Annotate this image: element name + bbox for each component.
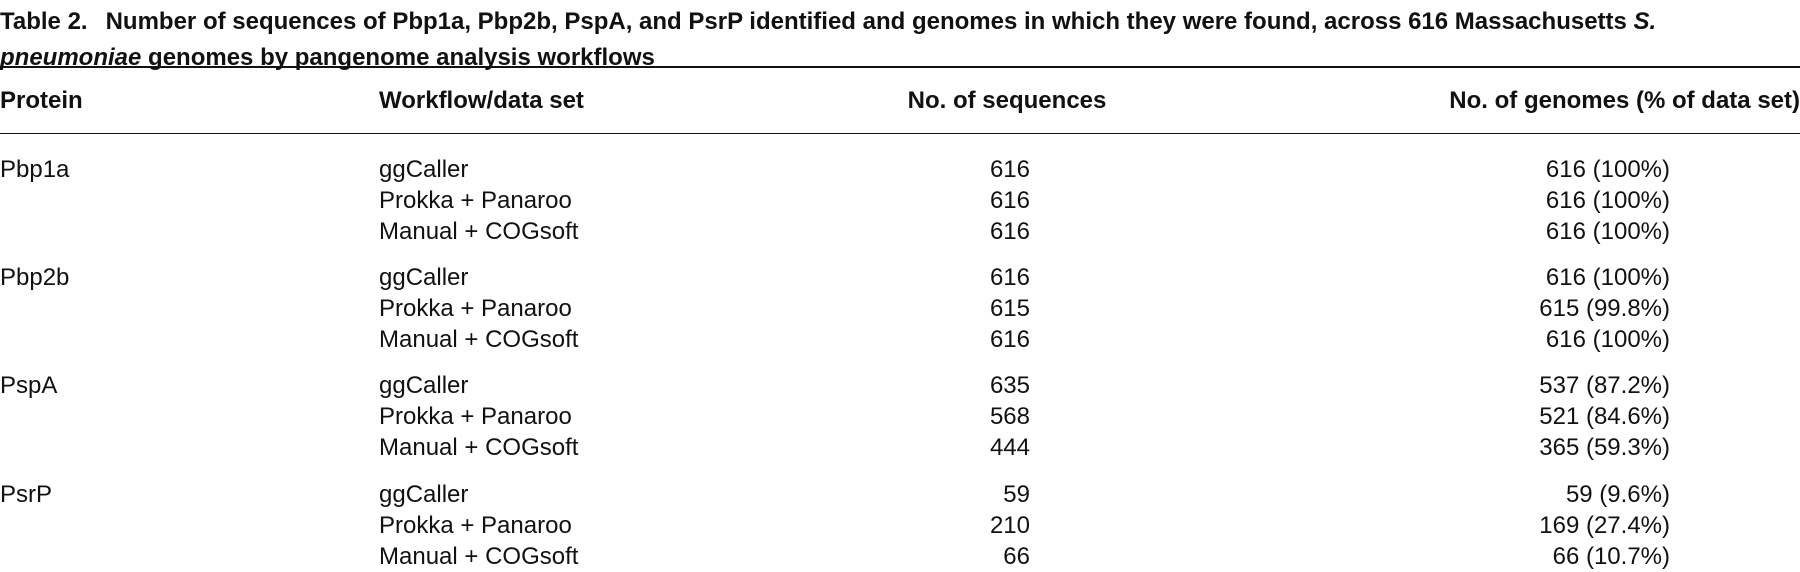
sequence-count: 568 <box>989 403 1030 430</box>
genome-count: 616 (100%) <box>1545 218 1670 245</box>
genome-count: 365 (59.3%) <box>1539 434 1670 461</box>
caption-text: Number of sequences of Pbp1a, Pbp2b, Psp… <box>105 8 1627 35</box>
header-rule <box>0 133 1800 134</box>
sequence-count: 616 <box>989 264 1030 291</box>
column-header: Protein <box>0 87 83 114</box>
caption-label: Table 2. <box>0 8 88 35</box>
workflow-name: Prokka + Panaroo <box>379 187 572 214</box>
genome-count: 615 (99.8%) <box>1539 295 1670 322</box>
column-header: Workflow/data set <box>379 87 584 114</box>
protein-name: Pbp1a <box>0 156 70 183</box>
genome-count: 616 (100%) <box>1545 326 1670 353</box>
column-header: No. of genomes (% of data set) <box>1449 87 1800 114</box>
sequence-count: 616 <box>989 156 1030 183</box>
workflow-name: ggCaller <box>379 372 469 399</box>
protein-name: Pbp2b <box>0 264 70 291</box>
workflow-name: ggCaller <box>379 264 469 291</box>
workflow-name: Prokka + Panaroo <box>379 512 572 539</box>
genome-count: 616 (100%) <box>1545 156 1670 183</box>
workflow-name: Manual + COGsoft <box>379 543 579 570</box>
genome-count: 537 (87.2%) <box>1539 372 1670 399</box>
workflow-name: Manual + COGsoft <box>379 434 579 461</box>
genome-count: 169 (27.4%) <box>1539 512 1670 539</box>
sequence-count: 59 <box>1003 481 1030 508</box>
workflow-name: Prokka + Panaroo <box>379 295 572 322</box>
sequence-count: 616 <box>989 187 1030 214</box>
genome-count: 521 (84.6%) <box>1539 403 1670 430</box>
workflow-name: Manual + COGsoft <box>379 218 579 245</box>
workflow-name: ggCaller <box>379 156 469 183</box>
genome-count: 59 (9.6%) <box>1565 481 1670 508</box>
sequence-count: 616 <box>989 218 1030 245</box>
genome-count: 66 (10.7%) <box>1552 543 1670 570</box>
workflow-name: Prokka + Panaroo <box>379 403 572 430</box>
sequence-count: 444 <box>989 434 1030 461</box>
column-header: No. of sequences <box>907 87 1107 114</box>
top-rule <box>0 66 1800 68</box>
sequence-count: 615 <box>989 295 1030 322</box>
sequence-count: 635 <box>989 372 1030 399</box>
workflow-name: Manual + COGsoft <box>379 326 579 353</box>
protein-name: PspA <box>0 372 58 399</box>
sequence-count: 210 <box>989 512 1030 539</box>
sequence-count: 616 <box>989 326 1030 353</box>
genome-count: 616 (100%) <box>1545 264 1670 291</box>
workflow-name: ggCaller <box>379 481 469 508</box>
protein-name: PsrP <box>0 481 53 508</box>
genome-count: 616 (100%) <box>1545 187 1670 214</box>
sequence-count: 66 <box>1003 543 1030 570</box>
